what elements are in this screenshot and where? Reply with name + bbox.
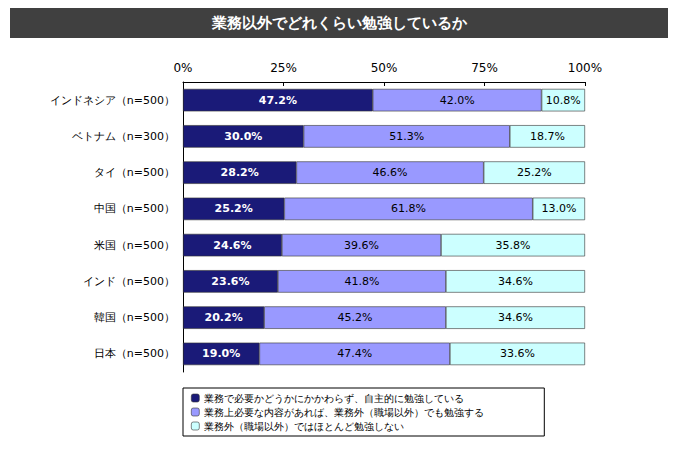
svg-text:23.6%: 23.6% xyxy=(211,275,249,288)
svg-text:25.2%: 25.2% xyxy=(517,166,552,179)
svg-text:タイ（n=500）: タイ（n=500） xyxy=(94,166,175,179)
svg-text:45.2%: 45.2% xyxy=(338,311,373,324)
svg-text:インドネシア（n=500）: インドネシア（n=500） xyxy=(50,94,175,107)
svg-text:韓国（n=500）: 韓国（n=500） xyxy=(94,311,175,324)
svg-text:47.4%: 47.4% xyxy=(337,347,372,360)
svg-text:0%: 0% xyxy=(173,61,192,75)
svg-text:業務外（職場以外）ではほとんど勉強しない: 業務外（職場以外）ではほとんど勉強しない xyxy=(204,421,404,432)
svg-text:13.0%: 13.0% xyxy=(541,202,576,215)
svg-text:18.7%: 18.7% xyxy=(530,130,565,143)
svg-text:24.6%: 24.6% xyxy=(213,239,251,252)
svg-text:46.6%: 46.6% xyxy=(373,166,408,179)
svg-text:28.2%: 28.2% xyxy=(221,166,259,179)
svg-text:33.6%: 33.6% xyxy=(500,347,535,360)
svg-text:30.0%: 30.0% xyxy=(224,130,262,143)
svg-text:10.8%: 10.8% xyxy=(546,94,581,107)
svg-text:19.0%: 19.0% xyxy=(202,347,240,360)
svg-text:インド（n=500）: インド（n=500） xyxy=(83,275,175,288)
html-text:業務以外でどれくらい勉強しているか: 業務以外でどれくらい勉強しているか xyxy=(211,14,467,32)
svg-text:34.6%: 34.6% xyxy=(498,275,533,288)
svg-text:業務で必要かどうかにかかわらず、自主的に勉強している: 業務で必要かどうかにかかわらず、自主的に勉強している xyxy=(204,393,464,405)
svg-text:50%: 50% xyxy=(371,61,398,75)
svg-text:業務上必要な内容があれば、業務外（職場以外）でも勉強する: 業務上必要な内容があれば、業務外（職場以外）でも勉強する xyxy=(204,407,484,418)
svg-text:中国（n=500）: 中国（n=500） xyxy=(94,202,175,215)
svg-text:20.2%: 20.2% xyxy=(205,311,243,324)
svg-text:42.0%: 42.0% xyxy=(440,94,475,107)
svg-text:47.2%: 47.2% xyxy=(259,94,297,107)
svg-text:51.3%: 51.3% xyxy=(389,130,424,143)
svg-text:41.8%: 41.8% xyxy=(344,275,379,288)
svg-text:34.6%: 34.6% xyxy=(498,311,533,324)
svg-text:ベトナム（n=300）: ベトナム（n=300） xyxy=(72,130,175,143)
svg-text:39.6%: 39.6% xyxy=(344,239,379,252)
svg-text:100%: 100% xyxy=(568,61,602,75)
svg-text:61.8%: 61.8% xyxy=(391,202,426,215)
svg-text:35.8%: 35.8% xyxy=(496,239,531,252)
svg-text:25.2%: 25.2% xyxy=(215,202,253,215)
svg-text:日本（n=500）: 日本（n=500） xyxy=(94,347,175,360)
svg-text:25%: 25% xyxy=(270,61,297,75)
svg-text:75%: 75% xyxy=(471,61,498,75)
svg-text:米国（n=500）: 米国（n=500） xyxy=(94,239,175,252)
